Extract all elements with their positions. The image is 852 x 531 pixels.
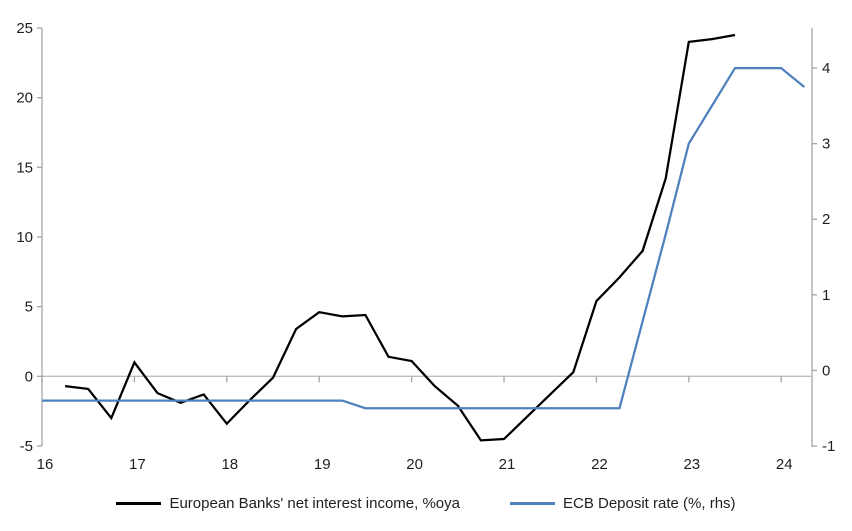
ecb-legend-label: ECB Deposit rate (%, rhs) [562,494,736,512]
left-axis-label: 5 [25,299,33,316]
legend-item-nii: European Banks' net interest income, %oy… [116,495,460,512]
right-axis-label: -1 [822,438,835,455]
right-axis-label: 3 [822,136,830,153]
left-axis-label: 25 [16,20,33,37]
ecb-line-swatch [509,501,555,505]
left-axis-label: 15 [16,159,33,176]
left-axis-label: 10 [16,229,33,246]
right-axis-label: 4 [822,60,830,77]
ecb-line [42,66,806,410]
right-axis-label: 1 [822,287,830,304]
x-axis-label: 24 [776,456,793,473]
x-axis-label: 17 [129,456,146,473]
left-axis-label: -5 [20,438,33,455]
x-axis-label: 23 [683,456,700,473]
x-axis-label: 19 [314,456,331,473]
x-axis-label: 21 [499,456,516,473]
nii-line-swatch [116,501,162,505]
left-axis-label: 20 [16,90,33,107]
right-axis-label: 2 [822,211,830,228]
x-axis-label: 20 [406,456,423,473]
left-axis-label: 0 [25,368,33,385]
right-axis-label: 0 [822,362,830,379]
x-axis-label: 16 [37,456,54,473]
legend: European Banks' net interest income, %oy… [0,491,852,515]
legend-item-ecb: ECB Deposit rate (%, rhs) [509,494,736,512]
x-axis-label: 18 [221,456,238,473]
nii-line [64,33,736,442]
nii-legend-label: European Banks' net interest income, %oy… [169,494,460,512]
x-axis-label: 22 [591,456,608,473]
